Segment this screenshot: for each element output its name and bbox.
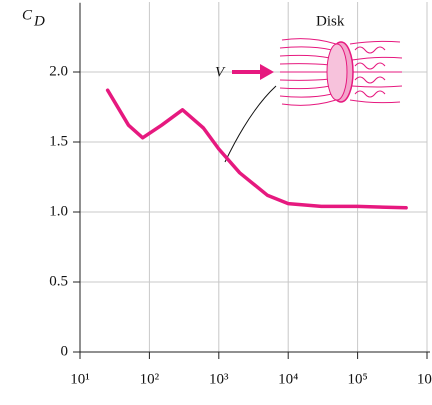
y-tick-label: 0 [61, 343, 69, 359]
annotation: Disk [316, 13, 345, 29]
x-tick-label: 10⁵ [347, 371, 367, 387]
y-tick-label: 2.0 [49, 63, 68, 79]
data-line [105, 88, 408, 210]
x-tick-label: 10⁶ [417, 371, 432, 387]
x-tick-label: 10⁴ [278, 371, 298, 387]
disk-illustration [224, 38, 403, 163]
y-axis-label-subscript: D [33, 13, 45, 29]
annotation: V [215, 64, 226, 80]
x-tick-label: 10¹ [70, 371, 90, 387]
y-tick-label: 1.5 [49, 133, 68, 149]
y-axis-label: C [22, 7, 33, 23]
x-tick-label: 10³ [209, 371, 229, 387]
y-tick-label: 0.5 [49, 273, 68, 289]
y-tick-label: 1.0 [49, 203, 68, 219]
grid [79, 2, 428, 353]
x-tick-label: 10² [140, 371, 160, 387]
